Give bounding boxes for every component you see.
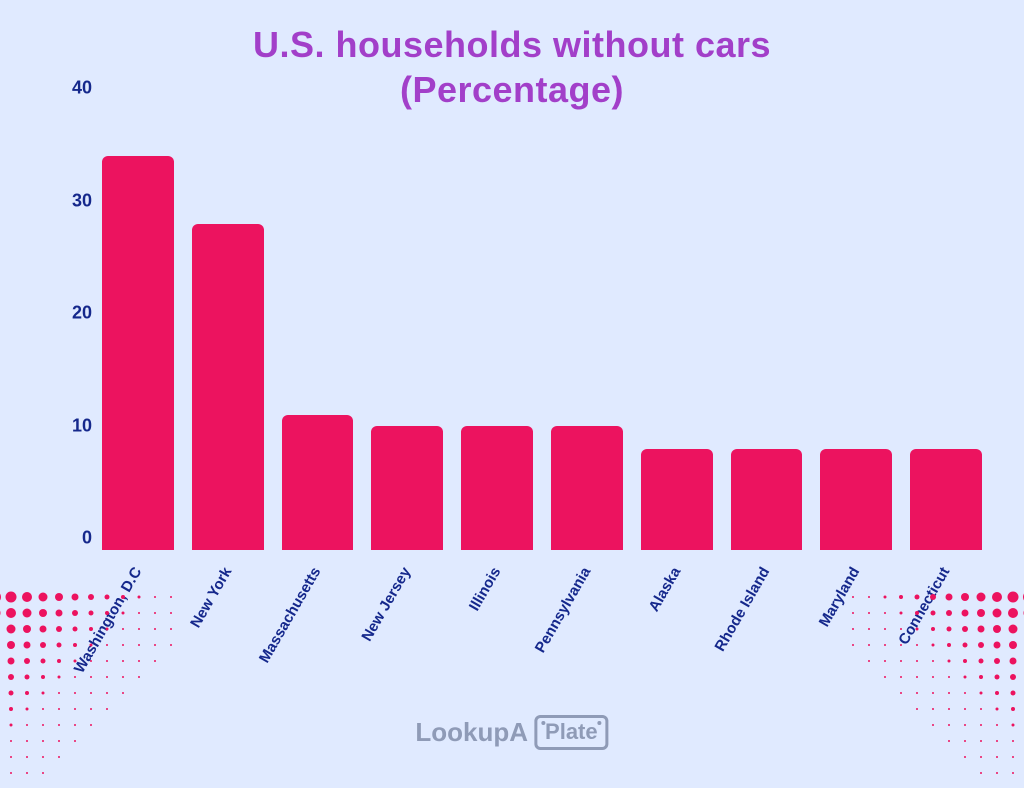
bar (102, 156, 174, 550)
plot-area: Washington, D.CNew YorkMassachusettsNew … (102, 100, 982, 550)
y-tick: 10 (72, 415, 92, 436)
x-label: Illinois (466, 564, 504, 614)
bar-chart: 010203040 Washington, D.CNew YorkMassach… (52, 100, 982, 570)
logo: LookupA Plate (415, 715, 608, 750)
x-label: Alaska (645, 564, 684, 614)
bar (820, 449, 892, 550)
logo-plate: Plate (534, 715, 609, 750)
bar-slot: Massachusetts (282, 415, 354, 550)
bar (641, 449, 713, 550)
x-label: New York (187, 564, 235, 631)
title-line-1: U.S. households without cars (253, 24, 771, 65)
bar (282, 415, 354, 550)
decoration-dots-br (844, 588, 1024, 788)
y-axis: 010203040 (52, 100, 92, 550)
x-label: New Jersey (359, 564, 415, 644)
x-label: Pennsylvania (532, 564, 595, 656)
bar (910, 449, 982, 550)
bar-slot: Pennsylvania (551, 426, 623, 550)
y-tick: 20 (72, 303, 92, 324)
bar-slot: Alaska (641, 449, 713, 550)
bar (551, 426, 623, 550)
bar-slot: New Jersey (371, 426, 443, 550)
y-tick: 0 (82, 528, 92, 549)
bar-slot: Connecticut (910, 449, 982, 550)
x-label: Connecticut (895, 564, 953, 648)
x-label: Washington, D.C (71, 564, 145, 676)
chart-title: U.S. households without cars (Percentage… (0, 0, 1024, 112)
bar-slot: Washington, D.C (102, 156, 174, 550)
decoration-dots-bl (0, 588, 180, 788)
x-label: Massachusetts (256, 564, 325, 666)
logo-text-a: LookupA (415, 717, 528, 748)
bar-slot: Maryland (820, 449, 892, 550)
bar (192, 224, 264, 550)
x-label: Rhode Island (712, 564, 774, 654)
bar (371, 426, 443, 550)
y-tick: 40 (72, 78, 92, 99)
bar (731, 449, 803, 550)
y-tick: 30 (72, 190, 92, 211)
bar-slot: Rhode Island (731, 449, 803, 550)
bar-slot: New York (192, 224, 264, 550)
bar (461, 426, 533, 550)
x-label: Maryland (816, 564, 864, 630)
bar-slot: Illinois (461, 426, 533, 550)
